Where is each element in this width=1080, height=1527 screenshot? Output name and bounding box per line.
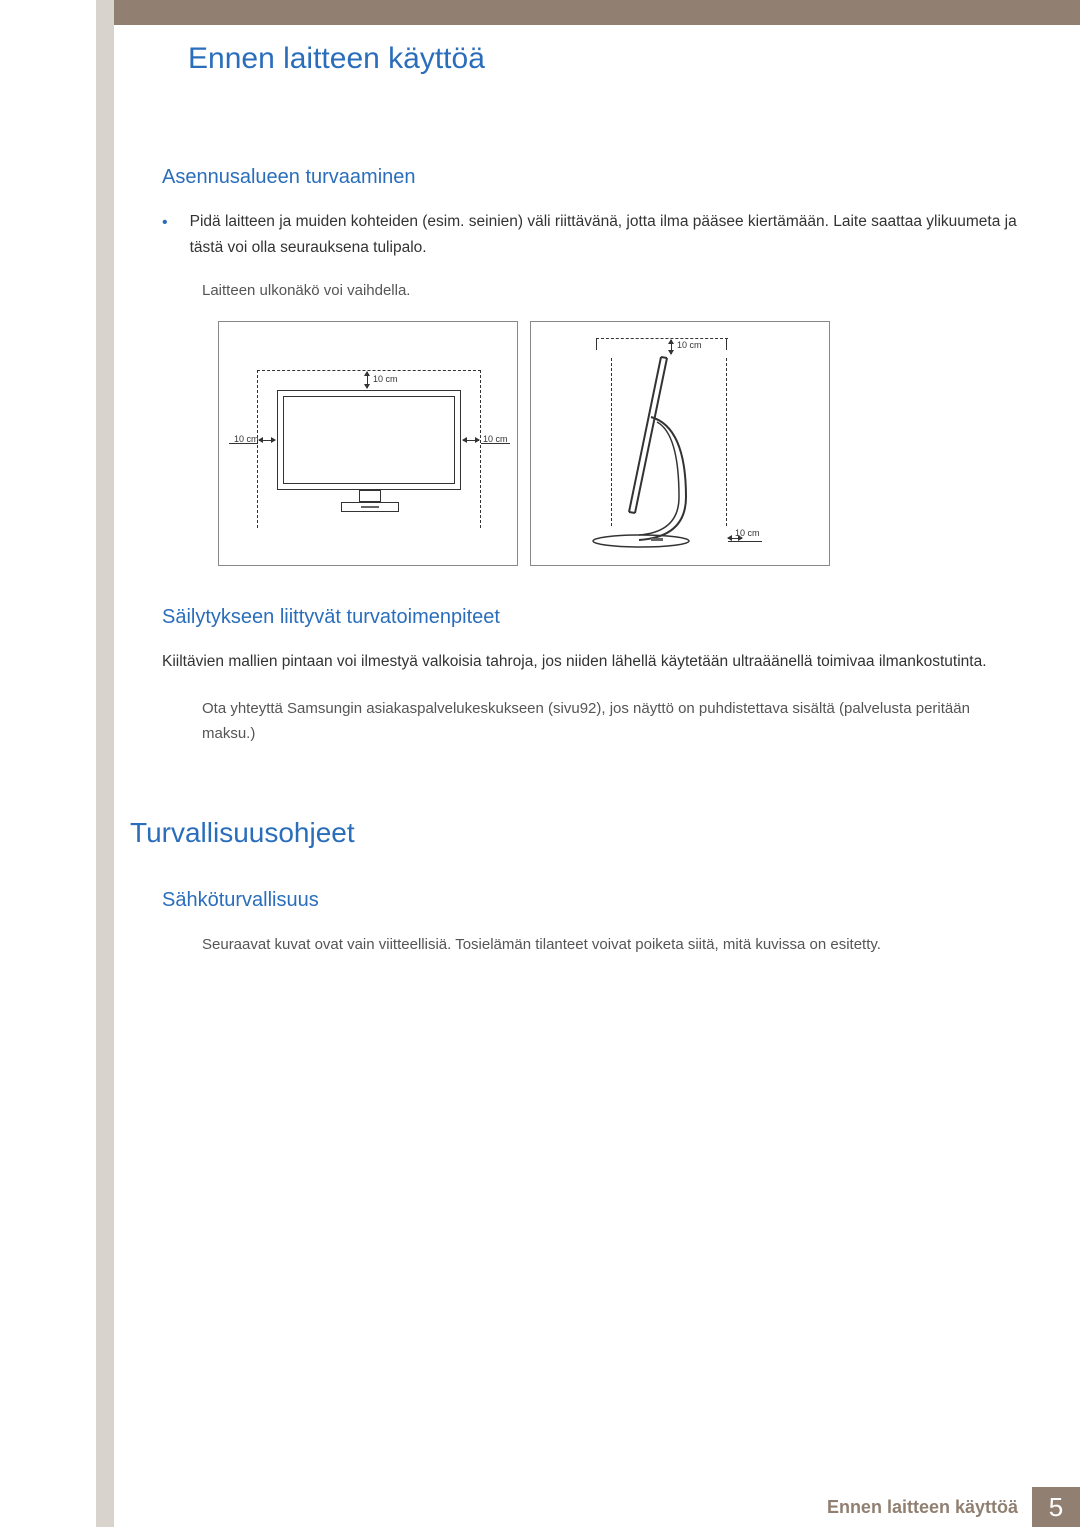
dim-label-top: 10 cm [373,374,398,384]
dim-label-side-bottom: 10 cm [735,528,760,538]
diagram-row: 10 cm 10 cm 10 cm 10 cm [218,321,1040,566]
top-accent-bar [114,0,1080,25]
page-title: Ennen laitteen käyttöä [188,42,1040,76]
section2-note: Ota yhteyttä Samsungin asiakaspalvelukes… [202,696,1020,747]
section3-sub-heading: Sähköturvallisuus [162,889,1040,912]
footer-page-number: 5 [1032,1487,1080,1527]
section2-heading: Säilytykseen liittyvät turvatoimenpiteet [162,606,1040,629]
section1-bullet-text: Pidä laitteen ja muiden kohteiden (esim.… [190,209,1040,262]
page-footer: Ennen laitteen käyttöä 5 [827,1487,1080,1527]
diagram-front-view: 10 cm 10 cm 10 cm [218,321,518,566]
bullet-icon: • [162,209,168,262]
footer-text: Ennen laitteen käyttöä [827,1497,1018,1518]
diagram-side-view: 10 cm 10 cm [530,321,830,566]
section1-bullet-row: • Pidä laitteen ja muiden kohteiden (esi… [162,209,1040,262]
page-content: Ennen laitteen käyttöä Asennusalueen tur… [130,30,1040,975]
section3-heading: Turvallisuusohjeet [130,817,1040,849]
section1-note: Laitteen ulkonäkö voi vaihdella. [202,278,1020,304]
left-accent-bar [96,0,114,1527]
section2-body: Kiiltävien mallien pintaan voi ilmestyä … [162,649,1030,675]
section1-heading: Asennusalueen turvaaminen [162,166,1040,189]
section3-note: Seuraavat kuvat ovat vain viitteellisiä.… [202,932,1020,958]
